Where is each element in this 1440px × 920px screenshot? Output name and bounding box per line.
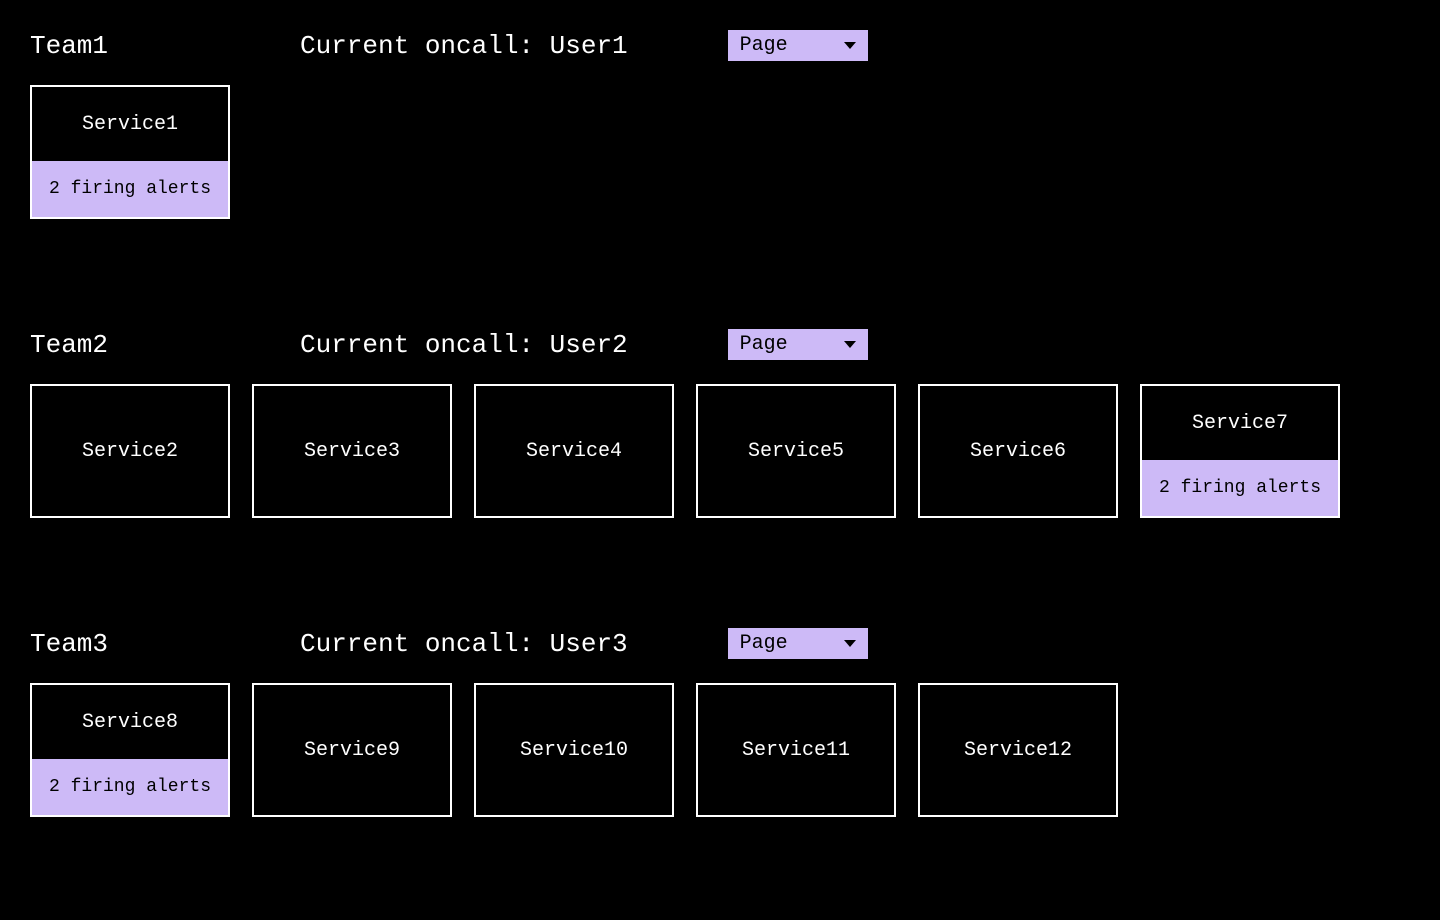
dropdown-label: Page (740, 632, 788, 655)
oncall-user: User2 (550, 330, 628, 360)
oncall-user: User1 (550, 31, 628, 61)
team-name: Team2 (30, 330, 150, 360)
service-name: Service12 (964, 739, 1072, 762)
team-section: Team3 Current oncall: User3 Page Service8 2 … (30, 628, 1410, 817)
alert-banner: 2 firing alerts (1142, 460, 1338, 516)
service-name: Service6 (970, 440, 1066, 463)
oncall-label: Current oncall: User2 (300, 330, 628, 360)
team-name: Team1 (30, 31, 150, 61)
service-name: Service1 (82, 113, 178, 136)
team-header: Team1 Current oncall: User1 Page (30, 30, 1410, 61)
chevron-down-icon (844, 341, 856, 348)
team-header: Team3 Current oncall: User3 Page (30, 628, 1410, 659)
services-row: Service8 2 firing alerts Service9 Service10… (30, 683, 1410, 817)
page-dropdown[interactable]: Page (728, 628, 868, 659)
service-name: Service5 (748, 440, 844, 463)
teams-container: Team1 Current oncall: User1 Page Service1 2 … (30, 30, 1410, 817)
chevron-down-icon (844, 42, 856, 49)
services-row: Service2 Service3 Service4 Service5 Service6… (30, 384, 1410, 518)
service-card[interactable]: Service11 (696, 683, 896, 817)
service-card[interactable]: Service6 (918, 384, 1118, 518)
service-card[interactable]: Service9 (252, 683, 452, 817)
oncall-label: Current oncall: User1 (300, 31, 628, 61)
oncall-prefix: Current oncall: (300, 330, 550, 360)
alert-banner: 2 firing alerts (32, 161, 228, 217)
oncall-user: User3 (550, 629, 628, 659)
oncall-prefix: Current oncall: (300, 31, 550, 61)
service-card[interactable]: Service5 (696, 384, 896, 518)
service-card[interactable]: Service2 (30, 384, 230, 518)
page-dropdown[interactable]: Page (728, 30, 868, 61)
service-name: Service9 (304, 739, 400, 762)
service-name: Service2 (82, 440, 178, 463)
service-name: Service7 (1192, 412, 1288, 435)
service-card[interactable]: Service4 (474, 384, 674, 518)
team-name: Team3 (30, 629, 150, 659)
service-card[interactable]: Service1 2 firing alerts (30, 85, 230, 219)
service-card[interactable]: Service10 (474, 683, 674, 817)
service-card-top: Service1 (32, 87, 228, 161)
service-card[interactable]: Service7 2 firing alerts (1140, 384, 1340, 518)
chevron-down-icon (844, 640, 856, 647)
service-card[interactable]: Service12 (918, 683, 1118, 817)
alert-banner: 2 firing alerts (32, 759, 228, 815)
service-card-top: Service8 (32, 685, 228, 759)
service-name: Service8 (82, 711, 178, 734)
service-name: Service11 (742, 739, 850, 762)
oncall-prefix: Current oncall: (300, 629, 550, 659)
service-card[interactable]: Service3 (252, 384, 452, 518)
oncall-label: Current oncall: User3 (300, 629, 628, 659)
team-section: Team1 Current oncall: User1 Page Service1 2 … (30, 30, 1410, 219)
services-row: Service1 2 firing alerts (30, 85, 1410, 219)
service-name: Service10 (520, 739, 628, 762)
dropdown-label: Page (740, 333, 788, 356)
service-name: Service4 (526, 440, 622, 463)
dropdown-label: Page (740, 34, 788, 57)
service-card[interactable]: Service8 2 firing alerts (30, 683, 230, 817)
team-section: Team2Current oncall: User2PageService2Se… (30, 329, 1410, 518)
page-dropdown[interactable]: Page (728, 329, 868, 360)
service-name: Service3 (304, 440, 400, 463)
service-card-top: Service7 (1142, 386, 1338, 460)
team-header: Team2 Current oncall: User2 Page (30, 329, 1410, 360)
